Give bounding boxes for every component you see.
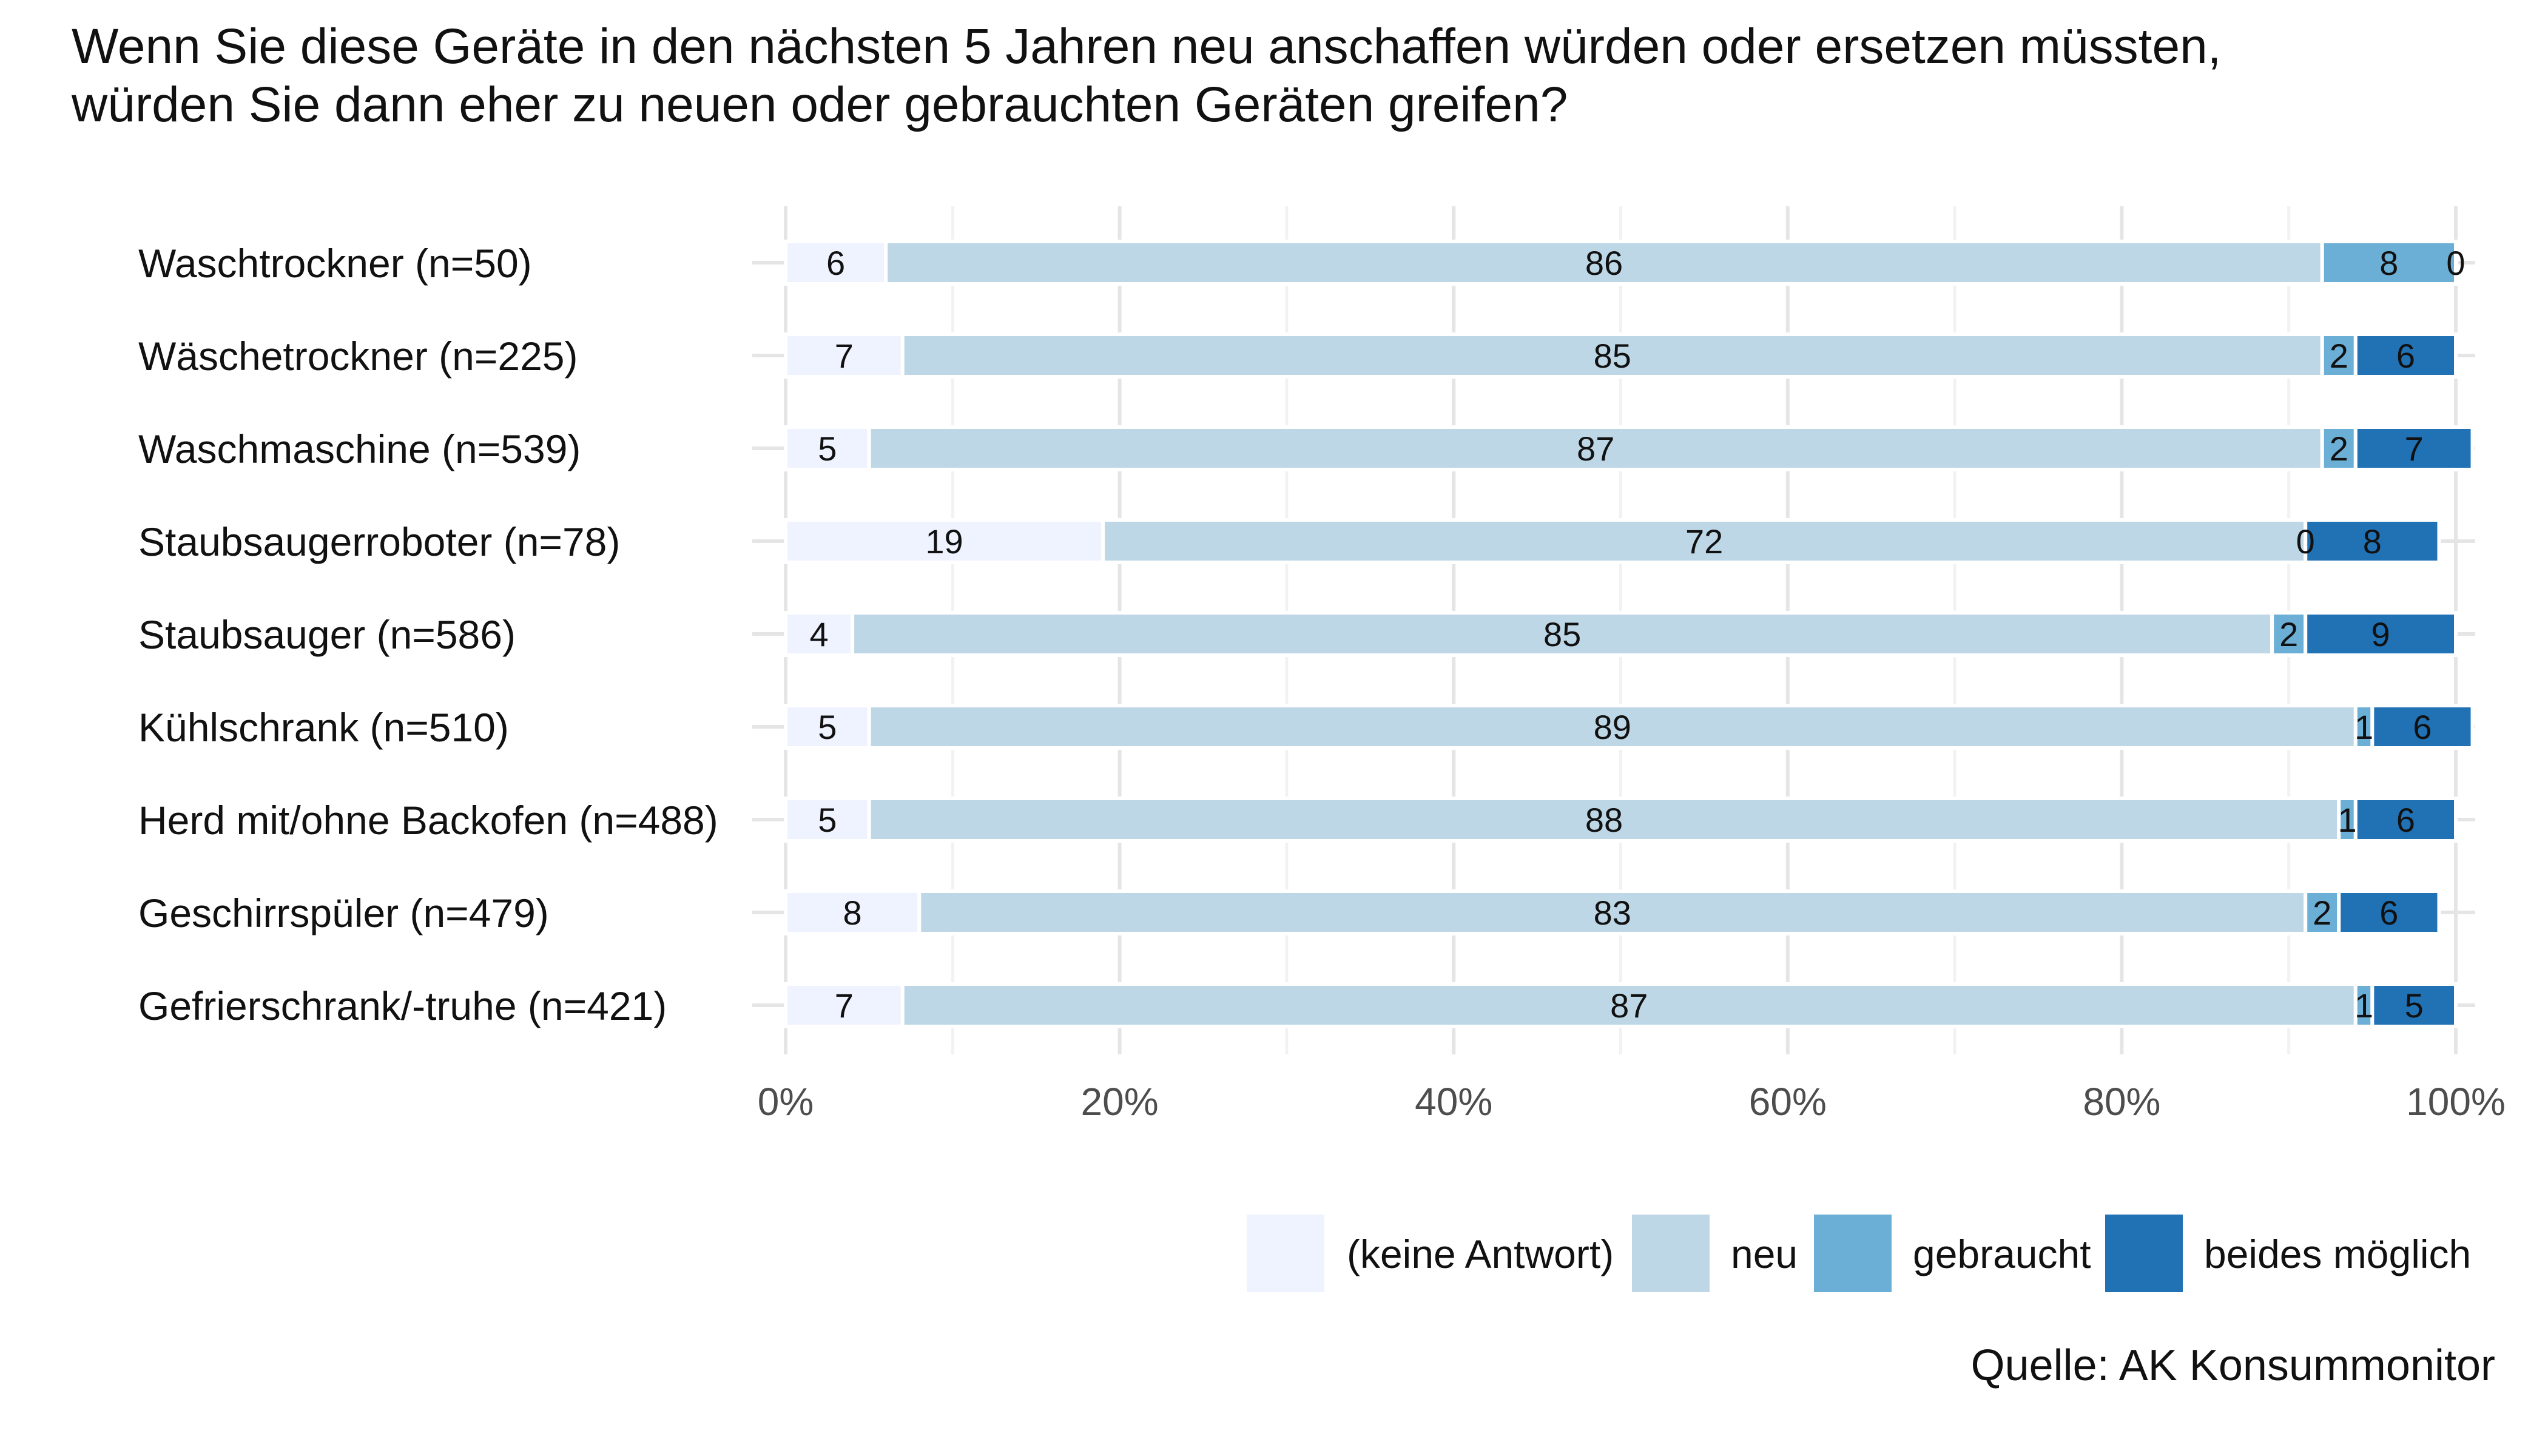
category-labels: Waschtrockner (n=50) Wäschetrockner (n=22…	[138, 241, 718, 1028]
data-label: 87	[1577, 430, 1614, 468]
data-label: 8	[843, 894, 862, 932]
category-label: Herd mit/ohne Backofen (n=488)	[138, 798, 718, 843]
data-label: 6	[2379, 894, 2398, 932]
x-tick-label: 80%	[2083, 1080, 2160, 1124]
bar-segment	[784, 797, 871, 843]
bar-segment	[2304, 518, 2441, 564]
legend-swatch	[1247, 1215, 1324, 1292]
data-label: 89	[1594, 708, 1631, 746]
data-label: 5	[818, 708, 837, 746]
x-tick-label: 20%	[1081, 1080, 1159, 1124]
bar-segment	[884, 240, 2324, 286]
data-labels: 6 86 8 0 7 85 2 6 5 87 2 7 19 72 0 8 4 85 2 9 5 89 1 6 5 88 1 6 8 83 2…	[809, 244, 2465, 1025]
data-label: 7	[835, 986, 854, 1025]
data-label: 6	[2413, 708, 2432, 746]
legend-label: (keine Antwort)	[1347, 1232, 1614, 1276]
x-tick-label: 100%	[2406, 1080, 2506, 1124]
data-label: 5	[818, 430, 837, 468]
data-label: 86	[1585, 244, 1623, 282]
category-label: Gefrierschrank/-truhe (n=421)	[138, 983, 667, 1028]
legend: (keine Antwort) neu gebraucht beides möglic…	[1247, 1215, 2471, 1292]
bar-segment	[784, 889, 922, 935]
bar-segment	[867, 704, 2358, 750]
data-label: 4	[809, 615, 828, 653]
bars	[784, 240, 2475, 1028]
data-label: 6	[2396, 337, 2415, 375]
bar-segment	[2353, 704, 2374, 750]
data-label: 1	[2337, 801, 2356, 839]
data-label: 2	[2313, 894, 2331, 932]
category-label: Staubsauger (n=586)	[138, 612, 516, 657]
chart-title-line-2: würden Sie dann eher zu neuen oder gebra…	[71, 77, 1568, 132]
bar-segment	[784, 240, 888, 286]
legend-label: gebraucht	[1913, 1232, 2091, 1276]
data-label: 1	[2354, 708, 2373, 746]
bar-segment	[2353, 332, 2458, 379]
data-label: 2	[2279, 615, 2298, 653]
bar-segment	[851, 611, 2274, 657]
data-label: 5	[818, 801, 837, 839]
data-label: 85	[1543, 615, 1581, 653]
bar-segment	[2370, 704, 2475, 750]
category-label: Staubsaugerroboter (n=78)	[138, 519, 620, 564]
bar-segment	[1101, 518, 2308, 564]
bar-segment	[2320, 425, 2358, 471]
legend-swatch	[1632, 1215, 1710, 1292]
category-label: Wäschetrockner (n=225)	[138, 334, 578, 379]
bar-segment	[900, 982, 2358, 1028]
bar-segment	[2353, 797, 2458, 843]
bar-segment	[2353, 425, 2475, 471]
data-label: 6	[2396, 801, 2415, 839]
data-label: 5	[2405, 986, 2424, 1025]
bar-segment	[784, 982, 905, 1028]
chart-title-line-1: Wenn Sie diese Geräte in den nächsten 5 …	[72, 19, 2221, 74]
source-note: Quelle: AK Konsummonitor	[1971, 1341, 2495, 1390]
data-label: 88	[1585, 801, 1623, 839]
bar-segment	[2304, 611, 2458, 657]
data-label: 0	[2296, 522, 2315, 561]
data-label: 6	[826, 244, 845, 282]
category-label: Geschirrspüler (n=479)	[138, 891, 549, 935]
legend-swatch	[1814, 1215, 1892, 1292]
data-label: 1	[2354, 986, 2373, 1025]
category-label: Kühlschrank (n=510)	[138, 705, 509, 750]
legend-label: beides möglich	[2204, 1232, 2471, 1276]
data-label: 8	[2379, 244, 2398, 282]
data-label: 87	[1610, 986, 1648, 1025]
category-label: Waschtrockner (n=50)	[138, 241, 532, 286]
bar-segment	[2320, 240, 2458, 286]
data-label: 85	[1594, 337, 1631, 375]
x-tick-label: 60%	[1749, 1080, 1827, 1124]
data-label: 8	[2363, 522, 2382, 561]
x-axis-ticks: 0% 20% 40% 60% 80% 100%	[758, 1080, 2506, 1124]
legend-label: neu	[1731, 1232, 1798, 1276]
data-label: 19	[925, 522, 963, 561]
data-label: 2	[2330, 430, 2348, 468]
category-label: Waschmaschine (n=539)	[138, 426, 581, 471]
data-label: 2	[2330, 337, 2348, 375]
data-label: 0	[2446, 244, 2465, 282]
legend-swatch	[2105, 1215, 2183, 1292]
x-tick-label: 40%	[1415, 1080, 1492, 1124]
data-label: 72	[1685, 522, 1723, 561]
data-label: 7	[2405, 430, 2424, 468]
data-label: 9	[2371, 615, 2390, 653]
data-label: 83	[1594, 894, 1631, 932]
data-label: 7	[835, 337, 854, 375]
bar-segment	[2370, 982, 2458, 1028]
x-tick-label: 0%	[758, 1080, 814, 1124]
chart-title: Wenn Sie diese Geräte in den nächsten 5 …	[71, 19, 2221, 132]
bar-segment	[2337, 889, 2441, 935]
